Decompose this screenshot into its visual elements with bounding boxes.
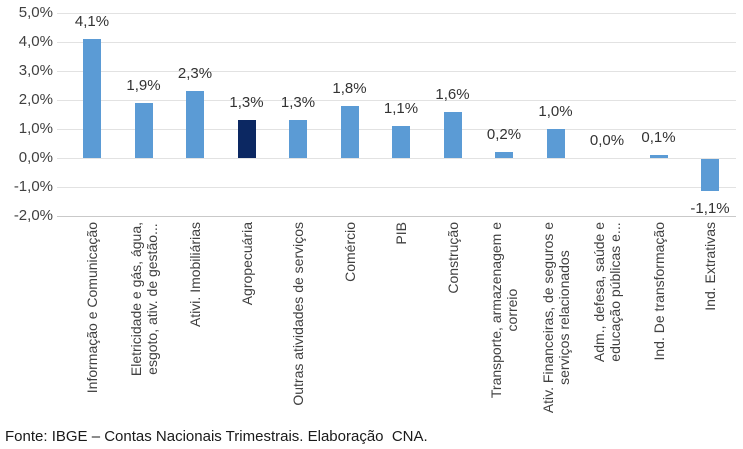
category-label-text: Ativ. Financeiras, de seguros e serviços…: [539, 222, 572, 414]
bar-value-label: 1,3%: [280, 94, 316, 112]
bar: [289, 120, 307, 158]
bar: [237, 120, 256, 158]
gridline: [57, 187, 736, 188]
y-axis-tick-label: 5,0%: [18, 4, 53, 21]
bar: [495, 152, 513, 158]
category-label: Ind. De transformação: [651, 222, 667, 418]
category-label: Ind. Extrativas: [702, 222, 718, 418]
category-label: Construção: [445, 222, 461, 418]
bar-value-label: -1,1%: [690, 199, 730, 217]
bar: [83, 39, 101, 158]
category-label: Adm., defesa, saúde e educação públicas …: [591, 222, 623, 418]
bar-value-label: 2,3%: [177, 65, 213, 83]
bar: [443, 111, 462, 158]
category-label: Ativ. Financeiras, de seguros e serviços…: [540, 222, 572, 418]
bar-value-label: 1,9%: [126, 76, 161, 94]
bar: [546, 129, 565, 158]
gridline: [57, 13, 736, 14]
y-axis-tick-label: 0,0%: [18, 149, 53, 166]
y-axis-tick-label: 2,0%: [18, 91, 53, 108]
category-label: Informação e Comunicação: [84, 222, 100, 418]
bar-value-label: 0,1%: [641, 129, 676, 147]
bar: [340, 105, 359, 158]
category-label: Ativi. Imobiliárias: [187, 222, 203, 418]
category-label: Transporte, armazenagem e correio: [488, 222, 520, 418]
bar-value-label: 1,1%: [383, 100, 419, 118]
bar-value-label: 0,2%: [486, 126, 522, 144]
bar-value-label: 0,0%: [589, 132, 625, 149]
source-note: Fonte: IBGE – Contas Nacionais Trimestra…: [5, 428, 428, 445]
bar: [649, 155, 668, 158]
gridline: [57, 158, 736, 159]
bar: [186, 91, 204, 158]
bar-value-label: 1,3%: [229, 94, 264, 112]
y-axis-tick-label: 1,0%: [18, 120, 53, 137]
y-axis-tick-label: -2,0%: [13, 207, 53, 224]
bar-value-label: 1,8%: [332, 79, 367, 97]
gridline: [57, 42, 736, 43]
category-label-text: Transporte, armazenagem e correio: [488, 222, 520, 399]
category-label: Agropecuária: [239, 222, 255, 418]
gridline: [57, 100, 736, 101]
category-label-text: Agropecuária: [238, 222, 255, 306]
category-label-text: Informação e Comunicação: [84, 222, 100, 394]
category-label-text: Ativi. Imobiliárias: [187, 222, 203, 328]
bar: [392, 126, 410, 158]
y-axis-tick-label: 3,0%: [18, 62, 53, 79]
category-label: PIB: [393, 222, 409, 418]
category-label-text: Comércio: [341, 222, 358, 282]
bar: [134, 102, 153, 158]
category-label-text: PIB: [393, 222, 409, 245]
bar-value-label: 1,6%: [435, 85, 470, 103]
category-label-text: Ind. De transformação: [650, 222, 667, 361]
bar-value-label: 4,1%: [74, 13, 110, 31]
category-label: Eletricidade e gás, água, esgoto, ativ. …: [128, 222, 160, 418]
x-axis-line: [57, 216, 736, 217]
gridline: [57, 71, 736, 72]
category-label-text: Eletricidade e gás, água, esgoto, ativ. …: [127, 222, 160, 377]
category-label-text: Outras atividades de serviços: [290, 222, 306, 406]
bar-value-label: 1,0%: [538, 103, 573, 120]
category-label: Outras atividades de serviços: [290, 222, 306, 418]
category-label-text: Construção: [444, 222, 461, 294]
category-label: Comércio: [342, 222, 358, 418]
y-axis-tick-label: 4,0%: [18, 33, 53, 50]
bar: [701, 159, 719, 191]
y-axis-tick-label: -1,0%: [13, 178, 53, 195]
category-label-text: Ind. Extrativas: [702, 222, 718, 311]
category-label-text: Adm., defesa, saúde e educação públicas …: [591, 222, 623, 363]
